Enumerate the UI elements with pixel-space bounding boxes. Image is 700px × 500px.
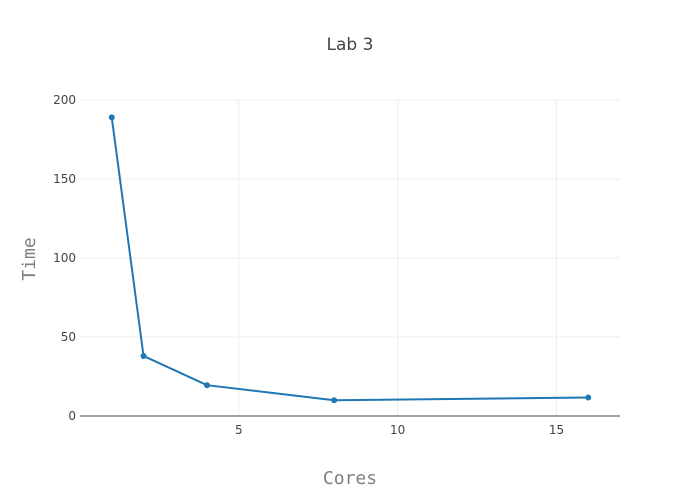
- x-tick-label: 15: [549, 423, 564, 437]
- y-tick-label: 200: [53, 93, 76, 107]
- data-point: [140, 352, 147, 359]
- x-tick-label: 5: [235, 423, 243, 437]
- y-tick-label: 100: [53, 251, 76, 265]
- tick-labels: 0 50 100 150 200 5 10 15: [53, 93, 564, 437]
- y-tick-label: 50: [61, 330, 76, 344]
- data-point: [331, 397, 338, 404]
- series-layer: [108, 114, 592, 404]
- y-tick-label: 0: [68, 409, 76, 423]
- data-point: [585, 394, 592, 401]
- series-line: [110, 117, 589, 402]
- gridlines: [80, 99, 620, 417]
- x-tick-label: 10: [390, 423, 405, 437]
- y-tick-label: 150: [53, 172, 76, 186]
- data-point: [108, 114, 115, 121]
- data-point: [204, 382, 211, 389]
- y-axis-title: Time: [19, 237, 40, 280]
- chart-title: Lab 3: [327, 35, 374, 55]
- x-axis-title: Cores: [323, 468, 377, 489]
